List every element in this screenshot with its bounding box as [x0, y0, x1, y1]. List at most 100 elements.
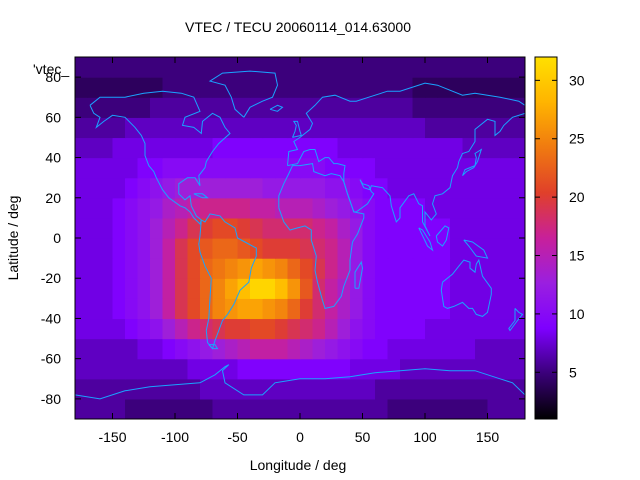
- y-tick-label: 80: [45, 69, 61, 85]
- heatmap-cell: [325, 157, 339, 179]
- heatmap-cell: [312, 298, 326, 320]
- heatmap-cell: [187, 378, 201, 400]
- heatmap-cell: [175, 57, 189, 78]
- heatmap-cell: [437, 278, 451, 299]
- heatmap-cell: [412, 77, 426, 98]
- heatmap-cell: [312, 217, 326, 239]
- heatmap-cell: [212, 97, 226, 118]
- heatmap-cell: [400, 238, 414, 259]
- heatmap-cell: [362, 57, 376, 78]
- heatmap-cell: [75, 137, 89, 159]
- heatmap-cell: [212, 137, 226, 159]
- heatmap-cell: [400, 177, 414, 199]
- heatmap-cell: [462, 117, 476, 139]
- heatmap-cell: [137, 77, 151, 98]
- heatmap-cell: [462, 338, 476, 360]
- heatmap-cell: [212, 338, 226, 360]
- heatmap-cell: [300, 57, 314, 78]
- heatmap-cell: [475, 57, 489, 78]
- x-axis-label: Longitude / deg: [250, 457, 347, 473]
- heatmap-cell: [112, 238, 126, 259]
- heatmap-cell: [187, 57, 201, 78]
- heatmap-cell: [412, 338, 426, 360]
- heatmap-cell: [137, 157, 151, 179]
- heatmap-cell: [512, 117, 525, 139]
- heatmap-cell: [337, 398, 351, 419]
- heatmap-cell: [162, 137, 176, 159]
- heatmap-cell: [500, 197, 514, 219]
- heatmap-cell: [250, 318, 264, 340]
- heatmap-cell: [175, 238, 189, 259]
- heatmap-cell: [212, 278, 226, 299]
- heatmap-cell: [287, 177, 301, 199]
- x-tick-label: 0: [296, 429, 304, 445]
- heatmap-cell: [87, 398, 101, 419]
- heatmap-cell: [437, 318, 451, 340]
- coastline: [193, 193, 209, 199]
- heatmap-cell: [400, 57, 414, 78]
- heatmap-cell: [500, 77, 514, 98]
- y-tick-label: -20: [41, 270, 61, 286]
- heatmap-cell: [437, 258, 451, 279]
- heatmap-cell: [512, 217, 525, 239]
- heatmap-cell: [325, 238, 339, 259]
- heatmap-cell: [300, 378, 314, 400]
- heatmap-cell: [462, 57, 476, 78]
- heatmap-cell: [312, 157, 326, 179]
- heatmap-cell: [112, 378, 126, 400]
- heatmap-cell: [137, 137, 151, 159]
- heatmap-cell: [112, 217, 126, 239]
- heatmap-cell: [125, 338, 139, 360]
- heatmap-cell: [237, 117, 251, 139]
- heatmap-cell: [387, 137, 401, 159]
- heatmap-cell: [225, 258, 239, 279]
- heatmap-cell: [475, 338, 489, 360]
- heatmap-cell: [150, 318, 164, 340]
- heatmap-cell: [175, 318, 189, 340]
- heatmap-cell: [300, 318, 314, 340]
- heatmap-cell: [337, 238, 351, 259]
- heatmap-cell: [337, 298, 351, 320]
- heatmap-cell: [125, 398, 139, 419]
- heatmap-cell: [450, 298, 464, 320]
- heatmap-cell: [175, 338, 189, 360]
- heatmap-cell: [462, 258, 476, 279]
- coastline: [208, 344, 219, 350]
- heatmap-cell: [75, 278, 89, 299]
- heatmap-cell: [312, 318, 326, 340]
- heatmap-cell: [150, 137, 164, 159]
- heatmap-cell: [137, 258, 151, 279]
- coastline: [89, 90, 231, 225]
- heatmap-cell: [87, 217, 101, 239]
- heatmap-cell: [500, 278, 514, 299]
- heatmap-cell: [75, 57, 89, 78]
- heatmap-cell: [450, 197, 464, 219]
- heatmap-cell: [475, 117, 489, 139]
- heatmap-cell: [362, 398, 376, 419]
- heatmap-cell: [350, 338, 364, 360]
- heatmap-cell: [312, 358, 326, 380]
- heatmap-cell: [475, 137, 489, 159]
- heatmap-cell: [450, 97, 464, 118]
- heatmap-cell: [300, 77, 314, 98]
- heatmap-cell: [112, 318, 126, 340]
- heatmap-cell: [175, 278, 189, 299]
- heatmap-cell: [225, 338, 239, 360]
- heatmap-cell: [462, 378, 476, 400]
- heatmap-cell: [387, 177, 401, 199]
- heatmap-cell: [337, 77, 351, 98]
- heatmap-cell: [250, 278, 264, 299]
- heatmap-cell: [287, 137, 301, 159]
- heatmap-cell: [412, 378, 426, 400]
- heatmap-cell: [137, 318, 151, 340]
- heatmap-cell: [487, 157, 501, 179]
- heatmap-cell: [300, 358, 314, 380]
- heatmap-cell: [175, 157, 189, 179]
- heatmap-cell: [375, 97, 389, 118]
- heatmap-cell: [462, 358, 476, 380]
- heatmap-cell: [287, 398, 301, 419]
- heatmap-cell: [437, 398, 451, 419]
- heatmap-cell: [87, 238, 101, 259]
- heatmap-cell: [275, 238, 289, 259]
- heatmap-cell: [362, 358, 376, 380]
